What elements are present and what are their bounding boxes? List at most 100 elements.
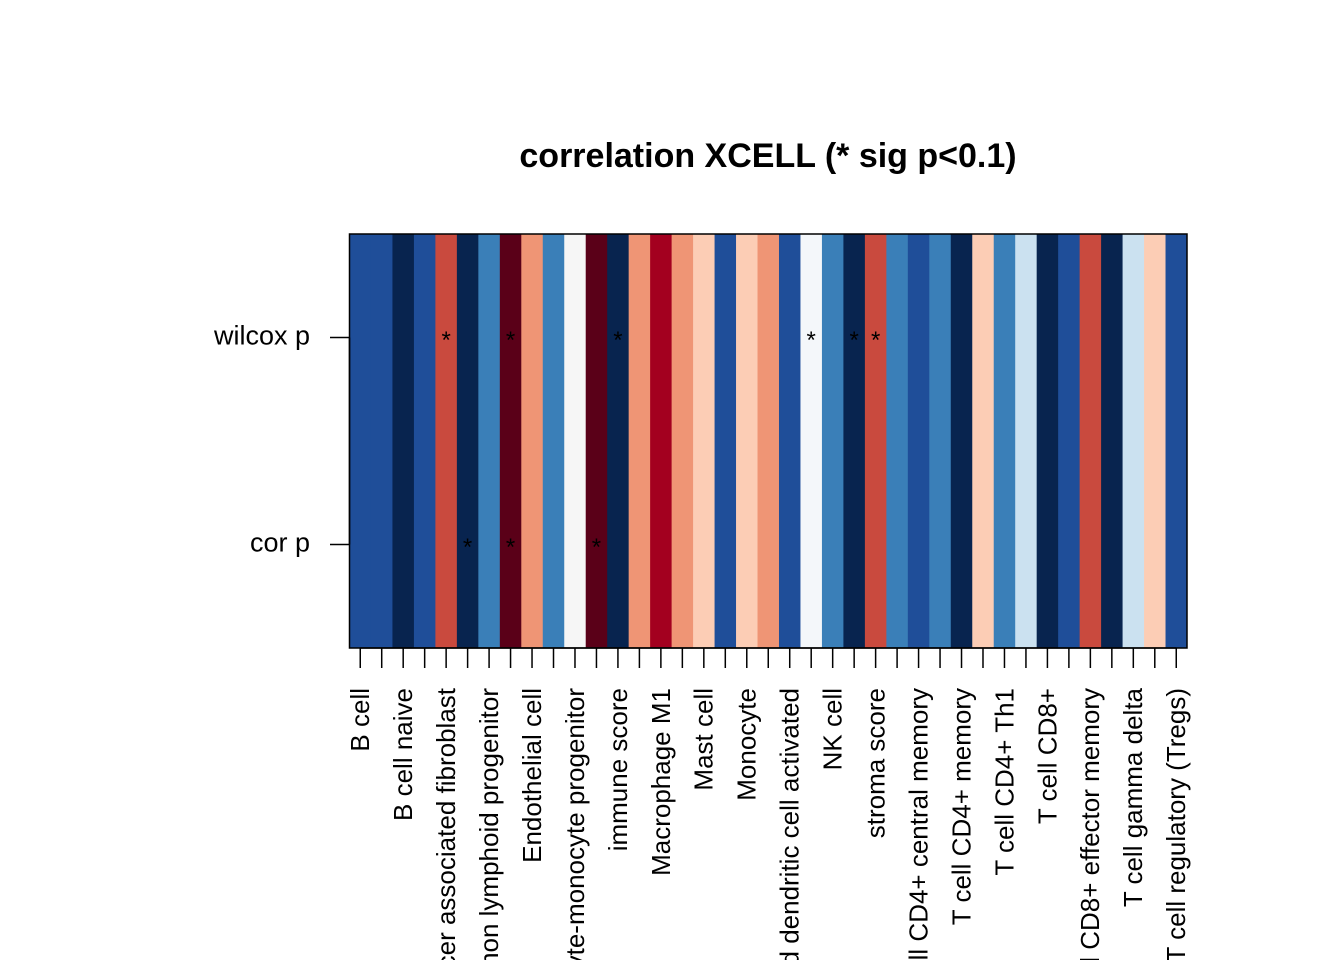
heatmap-cell bbox=[821, 441, 844, 649]
heatmap-cell bbox=[542, 234, 565, 442]
significance-star: * bbox=[871, 327, 880, 354]
heatmap-cell bbox=[821, 234, 844, 442]
x-tick-label: Endothelial cell bbox=[517, 688, 547, 863]
heatmap-cell bbox=[1079, 234, 1102, 442]
heatmap-cell bbox=[478, 441, 501, 649]
x-tick-label: Common lymphoid progenitor bbox=[474, 688, 504, 960]
heatmap-cell bbox=[650, 441, 673, 649]
x-tick-label: Macrophage M1 bbox=[646, 688, 676, 876]
heatmap-cell bbox=[907, 234, 930, 442]
heatmap-cell bbox=[1144, 441, 1167, 649]
heatmap-cell bbox=[370, 234, 393, 442]
x-tick-label: T cell CD8+ bbox=[1032, 688, 1062, 824]
heatmap-cell bbox=[628, 234, 651, 442]
heatmap-cell bbox=[1015, 441, 1038, 649]
y-tick-label: cor p bbox=[250, 528, 310, 558]
heatmap-cell bbox=[671, 441, 694, 649]
heatmap-cell bbox=[1165, 441, 1188, 649]
heatmap-cell bbox=[628, 441, 651, 649]
heatmap-cell bbox=[413, 441, 436, 649]
x-tick-label: immune score bbox=[603, 688, 633, 851]
heatmap-cell bbox=[778, 441, 801, 649]
heatmap-cell bbox=[607, 441, 630, 649]
heatmap-cell bbox=[349, 234, 372, 442]
x-tick-label: Mast cell bbox=[689, 688, 719, 791]
heatmap-cell bbox=[1058, 234, 1081, 442]
heatmap-cell bbox=[714, 234, 737, 442]
heatmap-cell bbox=[929, 441, 952, 649]
heatmap-cell bbox=[886, 234, 909, 442]
heatmap-cell bbox=[993, 234, 1016, 442]
x-tick-label: stroma score bbox=[860, 688, 890, 838]
heatmap-cell bbox=[585, 234, 608, 442]
significance-star: * bbox=[613, 327, 622, 354]
x-tick-label: Cancer associated fibroblast bbox=[431, 687, 461, 960]
heatmap-cell bbox=[478, 234, 501, 442]
heatmap-cell bbox=[435, 234, 458, 442]
heatmap-cell bbox=[757, 234, 780, 442]
heatmap-cell bbox=[392, 234, 415, 442]
significance-star: * bbox=[506, 327, 515, 354]
heatmap-cell bbox=[521, 441, 544, 649]
heatmap-cell bbox=[1036, 234, 1059, 442]
heatmap-cell bbox=[1015, 234, 1038, 442]
heatmap-cell bbox=[972, 234, 995, 442]
heatmap-cell bbox=[1101, 441, 1124, 649]
heatmap-cell bbox=[521, 234, 544, 442]
heatmap-cell bbox=[950, 441, 973, 649]
heatmap-cell bbox=[693, 441, 716, 649]
heatmap-cell bbox=[1101, 234, 1124, 442]
x-tick-label: B cell naive bbox=[388, 688, 418, 821]
significance-star: * bbox=[463, 534, 472, 561]
heatmap-cell bbox=[757, 441, 780, 649]
heatmap-cell bbox=[843, 441, 866, 649]
heatmap-cell bbox=[456, 441, 479, 649]
heatmap-cell bbox=[950, 234, 973, 442]
heatmap-cell bbox=[1058, 441, 1081, 649]
heatmap-cell bbox=[607, 234, 630, 442]
heatmap-cell bbox=[564, 234, 587, 442]
significance-star: * bbox=[441, 327, 450, 354]
x-tick-label: NK cell bbox=[818, 688, 848, 770]
x-tick-label: T cell CD8+ effector memory bbox=[1075, 688, 1105, 960]
x-tick-label: T cell regulatory (Tregs) bbox=[1161, 688, 1191, 960]
heatmap-cell bbox=[864, 441, 887, 649]
heatmap-cell bbox=[1144, 234, 1167, 442]
significance-star: * bbox=[506, 534, 515, 561]
heatmap-cell bbox=[1036, 441, 1059, 649]
x-tick-label: T cell CD4+ Th1 bbox=[989, 688, 1019, 876]
heatmap-cell bbox=[435, 441, 458, 649]
heatmap-cell bbox=[1079, 441, 1102, 649]
heatmap-cell bbox=[1122, 234, 1145, 442]
heatmap-cell bbox=[1165, 234, 1188, 442]
heatmap-cell bbox=[413, 234, 436, 442]
x-tick-label: T cell CD4+ memory bbox=[946, 688, 976, 925]
heatmap-cell bbox=[392, 441, 415, 649]
heatmap-cell bbox=[714, 441, 737, 649]
heatmap-cell bbox=[736, 234, 759, 442]
significance-star: * bbox=[592, 534, 601, 561]
heatmap-cell bbox=[864, 234, 887, 442]
x-tick-label: T cell CD4+ central memory bbox=[903, 688, 933, 960]
x-tick-label: B cell bbox=[345, 688, 375, 752]
significance-star: * bbox=[849, 327, 858, 354]
heatmap-cell bbox=[585, 441, 608, 649]
x-tick-label: T cell gamma delta bbox=[1118, 687, 1148, 907]
heatmap-cell bbox=[778, 234, 801, 442]
heatmap-cell bbox=[456, 234, 479, 442]
heatmap-cell bbox=[907, 441, 930, 649]
x-tick-label: Myeloid dendritic cell activated bbox=[775, 688, 805, 960]
heatmap-cell bbox=[843, 234, 866, 442]
heatmap-cell bbox=[800, 234, 823, 442]
heatmap-cell bbox=[800, 441, 823, 649]
heatmap-cell bbox=[499, 441, 522, 649]
heatmap-cell bbox=[993, 441, 1016, 649]
heatmap-cell bbox=[564, 441, 587, 649]
heatmap-cell bbox=[650, 234, 673, 442]
annotations: wilcox p * * * * * * cor p * * * B cell B cell naive… bbox=[213, 233, 1191, 960]
heatmap-cell bbox=[736, 441, 759, 649]
heatmap-cell bbox=[370, 441, 393, 649]
heatmap-cell bbox=[929, 234, 952, 442]
